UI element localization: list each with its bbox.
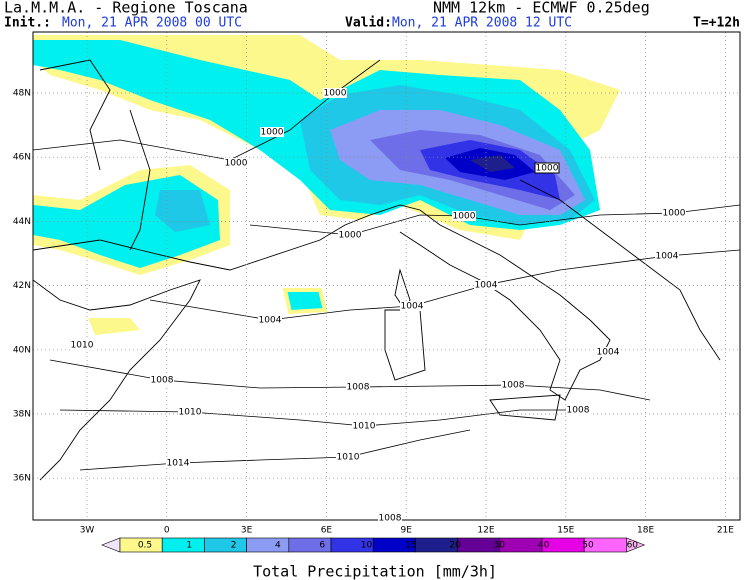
colorbar-label: 6 xyxy=(319,541,325,551)
isobar-label: 1000 xyxy=(339,231,362,241)
colorbar-box xyxy=(499,537,543,553)
valid-time: Mon, 21 APR 2008 12 UTC xyxy=(392,16,572,31)
colorbar-title: Total Precipitation [mm/3h] xyxy=(253,563,497,580)
lon-label: 3E xyxy=(241,526,253,536)
isobar-label-bg xyxy=(655,251,679,261)
graticule xyxy=(33,32,740,520)
lon-label: 6E xyxy=(321,526,333,536)
lat-label: 42N xyxy=(13,281,31,291)
isobar-label: 1004 xyxy=(259,316,282,326)
isobar-label: 1004 xyxy=(597,348,620,358)
precip-teal-west xyxy=(155,190,210,232)
isobar-label: 1010 xyxy=(71,341,94,351)
isobar-label-bg xyxy=(474,280,498,290)
isobar-label: 1000 xyxy=(261,128,284,138)
colorbar-label: 15 xyxy=(405,541,416,551)
colorbar-label: 10 xyxy=(361,541,373,551)
isobar-label-bg xyxy=(662,208,686,218)
lon-label: 3W xyxy=(80,526,95,536)
isobar-label: 1000 xyxy=(453,212,476,222)
colorbar: 0.5 1 2 4 6 10 15 20 30 40 50 60 xyxy=(101,537,646,553)
isobar-label: 1010 xyxy=(353,422,376,432)
colorbar-label: 30 xyxy=(494,541,506,551)
isobar-label-bg xyxy=(346,382,370,392)
init-time: Mon, 21 APR 2008 00 UTC xyxy=(62,16,242,31)
isobar-label-bg xyxy=(501,380,525,390)
isobar-label-bg xyxy=(452,211,476,221)
isobar-label: 1008 xyxy=(567,406,590,416)
lat-label: 36N xyxy=(13,474,31,484)
isobar-label: 1010 xyxy=(179,408,202,418)
forecast-step: T=+12h xyxy=(693,16,740,31)
isobar-label: 1000 xyxy=(225,159,248,169)
lon-label: 9E xyxy=(400,526,412,536)
isobar-label: 1008 xyxy=(151,376,174,386)
lon-label: 18E xyxy=(637,526,654,536)
precip-navy xyxy=(470,155,515,172)
isobar-label-bg xyxy=(70,340,94,350)
isobar-label: 1008 xyxy=(502,381,525,391)
isobar-label-bg xyxy=(166,458,190,468)
isobar-label: 1010 xyxy=(337,453,360,463)
header-title: La.M.M.A. - Regione Toscana xyxy=(4,0,248,17)
isobar-label: 1004 xyxy=(475,281,498,291)
lat-label: 40N xyxy=(13,345,31,355)
colorbar-label: 0.5 xyxy=(138,541,152,551)
isobar-label-bg xyxy=(224,158,248,168)
init-label: Init.: xyxy=(4,16,51,31)
map-labels: 48N 46N 44N 42N 40N 38N 36N 3W 0 3E 6E 9E 12E 15E 18E 2… xyxy=(13,88,734,536)
isobar-label: 1014 xyxy=(167,459,190,469)
header-model: NMM 12km - ECMWF 0.25deg xyxy=(433,0,650,17)
colorbar-label: 1 xyxy=(186,541,192,551)
colorbar-box xyxy=(246,537,290,553)
colorbar-label: 40 xyxy=(538,541,550,551)
isobar-label-bg xyxy=(258,315,282,325)
lon-label: 21E xyxy=(717,526,734,536)
isobar-label: 1008 xyxy=(347,383,370,393)
precipitation-field xyxy=(33,35,740,481)
map: 48N 46N 44N 42N 40N 38N 36N 3W 0 3E 6E 9E 12E 15E 18E 2… xyxy=(13,31,741,536)
isobar-label-bg xyxy=(400,301,424,311)
colorbar-label: 50 xyxy=(582,541,594,551)
isobar-label: 1008 xyxy=(379,514,402,524)
lon-label: 12E xyxy=(477,526,494,536)
isobar-label-bg xyxy=(566,405,590,415)
lat-label: 46N xyxy=(13,153,31,163)
colorbar-label: 20 xyxy=(449,541,461,551)
colorbar-label: 60 xyxy=(627,541,639,551)
lat-label: 48N xyxy=(13,89,31,99)
isobar-label: 1004 xyxy=(656,252,679,262)
isobar-label-bg xyxy=(596,347,620,357)
isobar-label-bg xyxy=(178,407,202,417)
colorbar-label: 2 xyxy=(231,541,237,551)
isobar-label-bg xyxy=(336,452,360,462)
colorbar-label: 4 xyxy=(275,541,281,551)
isobar-label-bg xyxy=(323,88,347,98)
colorbar-arrow-high xyxy=(626,537,646,553)
isobar-label-bg xyxy=(534,162,560,174)
precip-yellow-spot xyxy=(88,318,140,335)
colorbar-box xyxy=(161,537,205,553)
colorbar-box xyxy=(204,537,247,553)
isobar-label: 1000 xyxy=(536,164,559,174)
precip-sardinia xyxy=(282,288,328,315)
isobar-label: 1000 xyxy=(324,89,347,99)
isobar-label-bg xyxy=(338,230,362,240)
isobar-label: 1004 xyxy=(401,302,424,312)
lat-label: 38N xyxy=(13,410,31,420)
isobar-label-bg xyxy=(150,375,174,385)
isobar-label-bg xyxy=(378,513,402,523)
valid-label: Valid: xyxy=(345,16,392,31)
lat-label: 44N xyxy=(13,217,31,227)
isobar-label-bg xyxy=(352,421,376,431)
isobar-label: 1000 xyxy=(663,209,686,219)
lon-label: 15E xyxy=(557,526,574,536)
isobar-label-bg xyxy=(260,127,284,137)
lon-label: 0 xyxy=(164,526,170,536)
